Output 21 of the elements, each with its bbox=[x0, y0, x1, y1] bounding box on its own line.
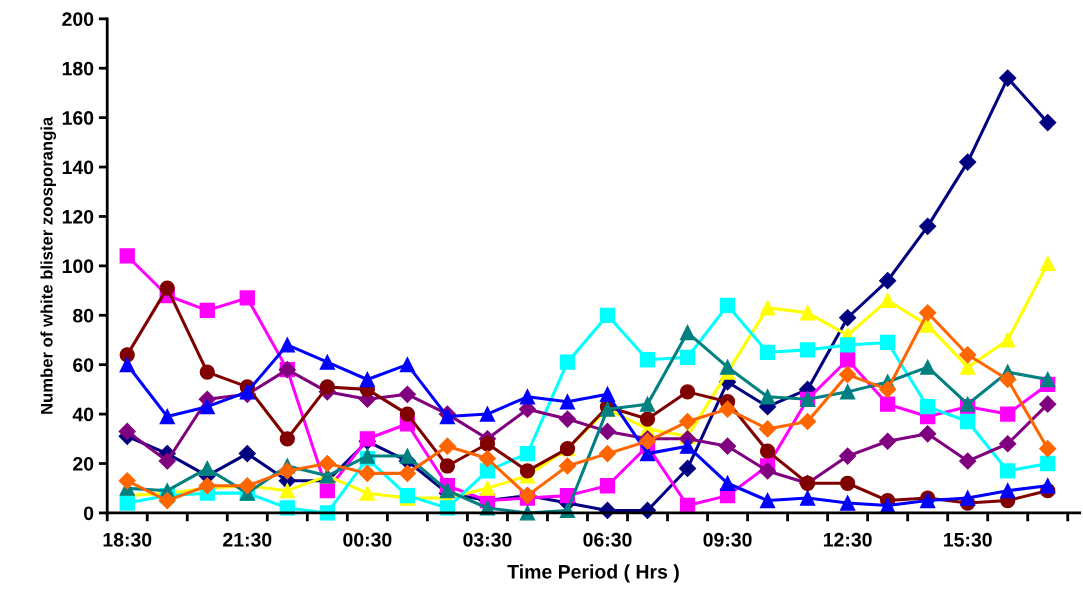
y-tick-label: 180 bbox=[62, 61, 94, 76]
y-tick-label: 160 bbox=[62, 111, 94, 125]
y-tick-label: 0 bbox=[83, 506, 94, 521]
y-tick-label: 140 bbox=[62, 160, 94, 175]
y-tick-label: 60 bbox=[73, 358, 94, 372]
y-axis-title: Number of white blister zoosporangia bbox=[40, 116, 57, 414]
x-tick-label: 18:30 bbox=[103, 532, 152, 547]
x-tick-label: 03:30 bbox=[463, 532, 512, 547]
x-tick-label: 09:30 bbox=[703, 532, 752, 547]
x-tick-label: 21:30 bbox=[223, 532, 272, 547]
y-tick-label: 200 bbox=[62, 12, 94, 27]
y-tick-label: 100 bbox=[62, 259, 94, 274]
x-tick-label: 06:30 bbox=[583, 532, 632, 547]
y-tick-label: 40 bbox=[72, 407, 94, 422]
x-axis-title: Time Period ( Hrs ) bbox=[507, 564, 679, 583]
y-tick-label: 80 bbox=[73, 308, 94, 323]
y-tick-label: 20 bbox=[73, 456, 94, 471]
y-tick-label: 120 bbox=[62, 209, 94, 224]
x-tick-label: 00:30 bbox=[343, 532, 392, 547]
x-tick-label: 15:30 bbox=[944, 532, 992, 547]
x-tick-label: 12:30 bbox=[823, 532, 872, 547]
